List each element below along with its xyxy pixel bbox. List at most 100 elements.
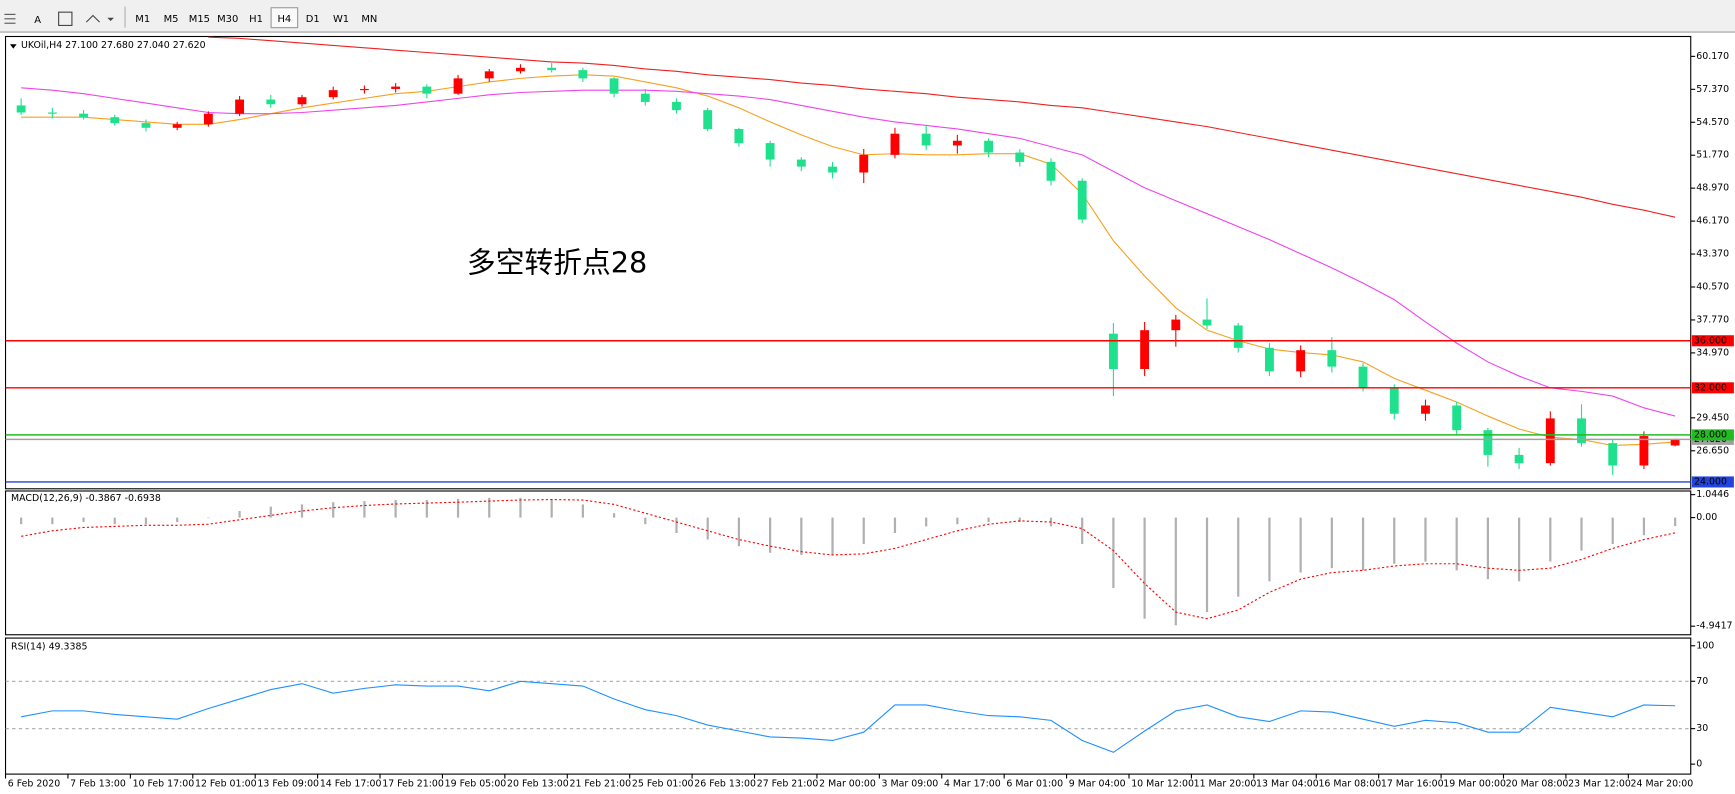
- x-tick-label: 23 Mar 12:00: [1568, 779, 1631, 790]
- macd-bar: [113, 517, 116, 525]
- macd-bar: [1299, 517, 1302, 573]
- timeframe-button[interactable]: H1: [249, 14, 263, 25]
- macd-bar: [51, 517, 54, 525]
- macd-title: MACD(12,26,9) -0.3867 -0.6938: [11, 493, 161, 504]
- x-tick-label: 21 Feb 21:00: [569, 779, 631, 790]
- level-price-label: 36.000: [1694, 335, 1727, 346]
- moving-average: [208, 36, 1676, 218]
- y-tick-label: 37.770: [1696, 314, 1729, 325]
- chart-menu-arrow[interactable]: [9, 44, 17, 49]
- macd-bar: [394, 500, 397, 518]
- macd-bar: [706, 517, 709, 540]
- timeframe-button[interactable]: D1: [306, 14, 320, 25]
- macd-bar: [144, 517, 148, 525]
- candle-body: [921, 133, 931, 146]
- panel-plot: [16, 36, 1680, 475]
- candle-body: [765, 143, 775, 160]
- candle-body: [1608, 443, 1618, 466]
- rsi-panel: [4, 637, 1692, 775]
- macd-bar: [1268, 517, 1271, 582]
- timeframe-button[interactable]: M15: [189, 14, 210, 25]
- x-tick-label: 2 Mar 00:00: [819, 779, 876, 790]
- toolbar: A M1 M5 M15 M30 H1 H4 D1 W1 MN: [0, 0, 1735, 33]
- macd-bar: [1549, 517, 1552, 562]
- macd-bar: [893, 517, 897, 533]
- candle-body: [984, 140, 993, 153]
- macd-bar: [519, 497, 522, 518]
- x-tick-label: 25 Feb 01:00: [632, 779, 694, 790]
- candle-body: [1046, 161, 1056, 181]
- macd-bar: [332, 502, 335, 518]
- y-tick-label: 54.570: [1696, 117, 1729, 128]
- timeframe-button[interactable]: H4: [277, 14, 291, 25]
- timeframe-button[interactable]: MN: [361, 14, 377, 25]
- x-tick-label: 13 Mar 04:00: [1256, 779, 1319, 790]
- candle-body: [1171, 319, 1181, 331]
- x-tick-label: 17 Mar 16:00: [1381, 779, 1444, 790]
- timeframe-button[interactable]: M5: [164, 14, 179, 25]
- candle-body: [484, 71, 494, 79]
- macd-bar: [769, 517, 772, 553]
- candle-body: [110, 117, 120, 124]
- timeframe-button[interactable]: W1: [333, 14, 349, 25]
- macd-bar: [1674, 517, 1677, 527]
- level-price-label: 32.000: [1694, 382, 1727, 393]
- macd-bar: [956, 517, 959, 525]
- label-tool[interactable]: [58, 11, 73, 26]
- y-tick-label: 46.170: [1696, 216, 1729, 227]
- macd-bar: [20, 517, 23, 525]
- candle-body: [859, 154, 869, 173]
- candle-body: [391, 86, 401, 89]
- macd-bar: [456, 498, 460, 518]
- timeframe-button[interactable]: M1: [135, 14, 150, 25]
- candle-body: [1015, 152, 1025, 162]
- macd-bar: [1361, 517, 1365, 571]
- x-tick-label: 3 Mar 09:00: [882, 779, 939, 790]
- y-tick-label: 60.170: [1696, 51, 1729, 62]
- moving-average: [21, 87, 1676, 417]
- menu-icon[interactable]: [4, 13, 16, 24]
- y-tick-label: 57.370: [1696, 84, 1729, 95]
- candle-body: [422, 86, 432, 94]
- candle-body: [328, 90, 338, 98]
- candle-body: [1358, 366, 1368, 388]
- candle-body: [1639, 436, 1649, 466]
- x-tick-label: 20 Feb 13:00: [507, 779, 569, 790]
- macd-bar: [1642, 517, 1646, 536]
- y-tick-label: 100: [1696, 640, 1714, 651]
- level-price-label: 28.000: [1694, 429, 1727, 440]
- x-tick-label: 10 Feb 17:00: [133, 779, 195, 790]
- chart-title: UKOil,H4 27.100 27.680 27.040 27.620: [21, 40, 206, 51]
- macd-bar: [238, 511, 241, 518]
- level-price-box: [1691, 476, 1734, 488]
- text-tool[interactable]: A: [34, 15, 41, 26]
- candle-body: [578, 70, 588, 79]
- x-tick-label: 26 Feb 13:00: [694, 779, 756, 790]
- shapes-tool[interactable]: [85, 14, 100, 23]
- level-price-label: 24.000: [1694, 476, 1727, 487]
- candle-body: [1545, 418, 1555, 464]
- candle-body: [1296, 350, 1306, 372]
- macd-bar: [1081, 517, 1084, 544]
- x-tick-label: 11 Mar 20:00: [1194, 779, 1257, 790]
- candle-body: [1202, 319, 1212, 326]
- dropdown-arrow[interactable]: [107, 17, 114, 22]
- panel-plot: [5, 680, 1691, 753]
- y-tick-label: 30: [1696, 723, 1708, 734]
- macd-bar: [550, 498, 553, 518]
- y-tick-label: 70: [1696, 676, 1708, 687]
- rsi-title: RSI(14) 49.3385: [11, 641, 87, 652]
- macd-bar: [581, 504, 584, 518]
- macd-bar: [1330, 517, 1333, 569]
- y-tick-label: 43.370: [1696, 249, 1729, 260]
- candle-body: [703, 110, 713, 129]
- candle-body: [1514, 454, 1524, 464]
- macd-bar: [862, 517, 865, 544]
- candle-body: [1452, 405, 1462, 431]
- annotation: 多空转折点28: [467, 245, 647, 279]
- macd-bar: [1237, 517, 1240, 597]
- y-tick-label: 0.00: [1696, 512, 1717, 523]
- level-price-box: [1691, 335, 1734, 347]
- timeframe-button[interactable]: M30: [217, 14, 238, 25]
- candle-body: [1421, 405, 1430, 414]
